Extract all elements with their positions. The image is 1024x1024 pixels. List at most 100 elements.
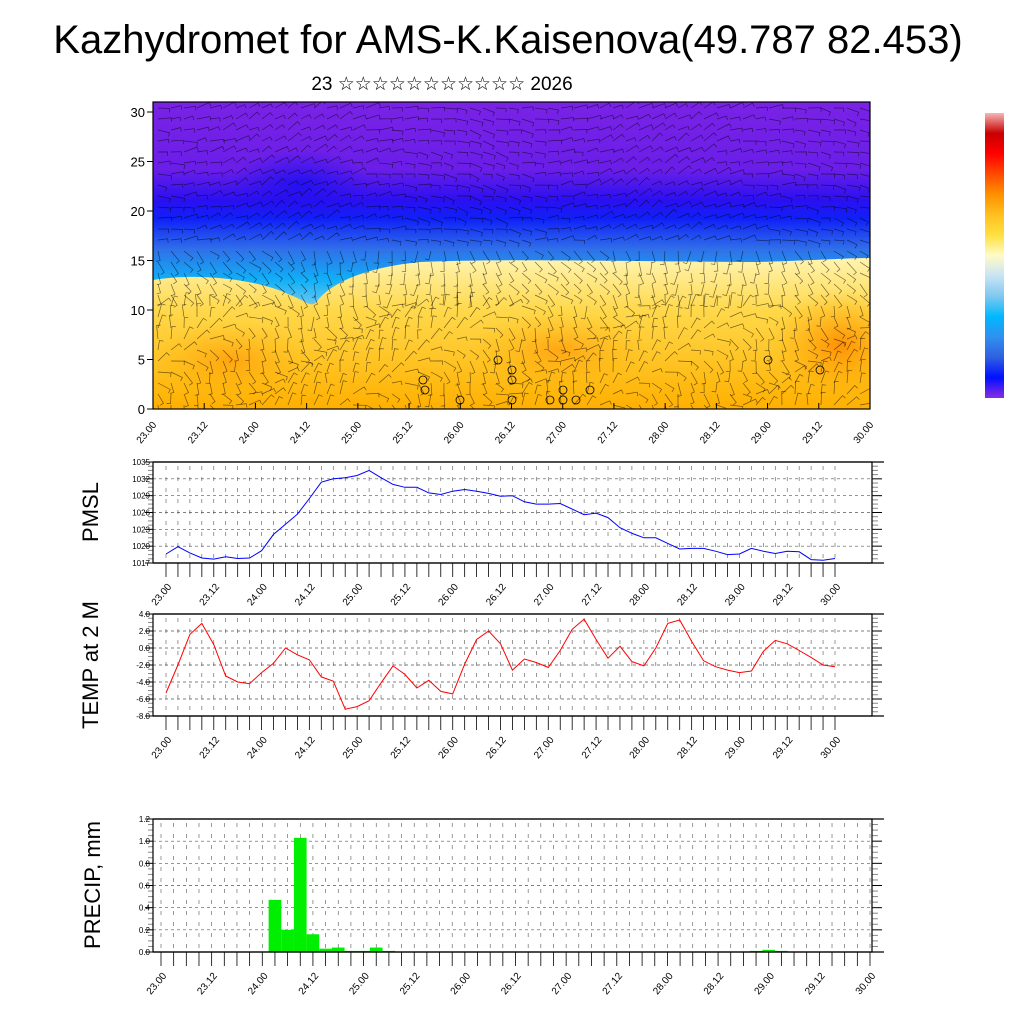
wind-barb bbox=[580, 305, 588, 320]
wind-barb bbox=[248, 126, 260, 132]
wind-barb bbox=[752, 294, 757, 305]
wind-barb bbox=[754, 283, 759, 297]
wind-barb bbox=[781, 305, 793, 317]
wind-barb bbox=[586, 234, 598, 241]
y-tick-label: 2.0 bbox=[139, 627, 151, 636]
wind-barb bbox=[662, 315, 667, 329]
wind-barb bbox=[690, 304, 696, 318]
wind-barb bbox=[585, 360, 591, 373]
wind-barb bbox=[311, 283, 317, 298]
wind-barb bbox=[443, 129, 456, 136]
wind-barb bbox=[222, 293, 231, 307]
wind-barb bbox=[612, 123, 624, 131]
wind-barb bbox=[794, 151, 807, 156]
wind-barb bbox=[624, 294, 629, 308]
wind-barb bbox=[365, 392, 380, 398]
x-tick-label: 26.00 bbox=[436, 735, 461, 762]
wind-barb bbox=[547, 316, 554, 332]
wind-barb bbox=[716, 404, 727, 409]
calm-circle bbox=[815, 365, 825, 375]
wind-barb bbox=[170, 261, 179, 276]
wind-barb bbox=[807, 283, 814, 296]
wind-barb bbox=[352, 124, 367, 131]
wind-barb bbox=[729, 349, 734, 362]
wind-barb bbox=[183, 146, 199, 153]
wind-barb bbox=[638, 167, 650, 175]
wind-barb bbox=[833, 395, 846, 406]
wind-barb bbox=[287, 211, 302, 219]
wind-barb bbox=[690, 317, 701, 329]
wind-barb bbox=[805, 316, 811, 331]
wind-barb bbox=[833, 228, 845, 236]
wind-barb bbox=[326, 180, 338, 186]
wind-barb bbox=[780, 349, 785, 362]
wind-barb bbox=[365, 338, 375, 351]
wind-barb bbox=[274, 231, 287, 241]
wind-barb bbox=[482, 327, 496, 333]
wind-barb bbox=[846, 327, 857, 336]
wind-barb bbox=[261, 261, 272, 275]
wind-barb bbox=[300, 156, 315, 164]
wind-barb bbox=[196, 214, 209, 220]
y-tick-label: 0.0 bbox=[139, 644, 151, 653]
wind-barb bbox=[742, 202, 757, 208]
wind-barb bbox=[378, 348, 384, 362]
wind-barb bbox=[339, 349, 348, 362]
wind-barb bbox=[547, 238, 559, 243]
wind-barb bbox=[455, 261, 460, 273]
wind-barb bbox=[378, 374, 392, 384]
wind-barb bbox=[625, 177, 638, 186]
wind-barb bbox=[298, 316, 303, 330]
wind-barb bbox=[261, 112, 274, 120]
wind-barb bbox=[287, 121, 301, 131]
wind-barb bbox=[209, 334, 225, 340]
wind-barb bbox=[365, 305, 377, 318]
wind-barb bbox=[586, 226, 598, 231]
wind-barb bbox=[170, 151, 182, 156]
wind-barb bbox=[209, 206, 222, 211]
wind-barb bbox=[209, 126, 221, 131]
wind-barb bbox=[508, 118, 521, 126]
wind-barb bbox=[664, 393, 674, 408]
plot-frame bbox=[152, 818, 873, 953]
wind-barb bbox=[469, 151, 483, 160]
wind-barb bbox=[352, 327, 363, 334]
wind-barb bbox=[726, 360, 731, 372]
wind-barb bbox=[248, 190, 260, 197]
wind-barb bbox=[469, 261, 477, 274]
wind-barb bbox=[456, 349, 466, 359]
wind-barb bbox=[417, 357, 431, 362]
wind-barb bbox=[440, 261, 445, 272]
wind-barb bbox=[820, 206, 835, 211]
wind-barb bbox=[181, 304, 187, 318]
wind-barb bbox=[533, 338, 539, 354]
wind-barb bbox=[807, 338, 817, 351]
wind-barb bbox=[859, 327, 870, 329]
wind-barb bbox=[508, 272, 515, 284]
wind-barb bbox=[807, 151, 818, 157]
wind-barb bbox=[677, 371, 687, 382]
wind-barb bbox=[521, 228, 533, 236]
wind-barb bbox=[495, 272, 503, 287]
wind-barb bbox=[300, 126, 312, 131]
wind-barb bbox=[495, 107, 507, 113]
wind-barb bbox=[170, 127, 182, 132]
wind-barb bbox=[573, 393, 587, 406]
wind-barb bbox=[170, 162, 185, 169]
wind-barb bbox=[599, 193, 611, 199]
wind-barb bbox=[586, 104, 600, 109]
wind-barb bbox=[326, 105, 338, 110]
wind-barb bbox=[677, 382, 682, 397]
wind-barb bbox=[559, 380, 564, 395]
wind-barb bbox=[409, 283, 419, 297]
wind-barb bbox=[235, 312, 249, 318]
wind-barb bbox=[456, 292, 462, 307]
wind-barb bbox=[352, 135, 365, 142]
wind-barb bbox=[508, 327, 516, 341]
wind-barb bbox=[664, 371, 678, 377]
wind-barb bbox=[573, 129, 588, 134]
wind-barb bbox=[586, 344, 601, 351]
calm-circle bbox=[585, 385, 595, 395]
wind-barb bbox=[781, 150, 793, 155]
